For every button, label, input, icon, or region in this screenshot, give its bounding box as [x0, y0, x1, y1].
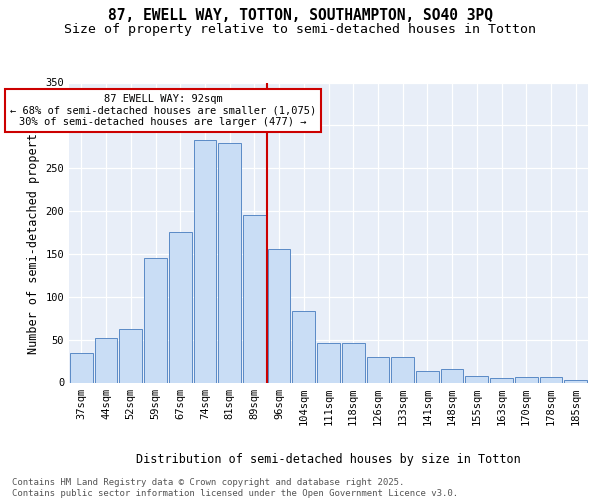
- Bar: [391, 357, 414, 382]
- Text: Size of property relative to semi-detached houses in Totton: Size of property relative to semi-detach…: [64, 22, 536, 36]
- Bar: [169, 232, 191, 382]
- Text: 87 EWELL WAY: 92sqm
← 68% of semi-detached houses are smaller (1,075)
30% of sem: 87 EWELL WAY: 92sqm ← 68% of semi-detach…: [10, 94, 316, 127]
- Bar: [539, 378, 562, 382]
- Bar: [119, 330, 142, 382]
- Bar: [441, 369, 463, 382]
- Bar: [564, 380, 587, 382]
- Text: Distribution of semi-detached houses by size in Totton: Distribution of semi-detached houses by …: [136, 452, 521, 466]
- Bar: [342, 343, 365, 382]
- Text: 87, EWELL WAY, TOTTON, SOUTHAMPTON, SO40 3PQ: 87, EWELL WAY, TOTTON, SOUTHAMPTON, SO40…: [107, 8, 493, 22]
- Text: Contains HM Land Registry data © Crown copyright and database right 2025.
Contai: Contains HM Land Registry data © Crown c…: [12, 478, 458, 498]
- Bar: [466, 376, 488, 382]
- Bar: [95, 338, 118, 382]
- Bar: [292, 310, 315, 382]
- Bar: [515, 378, 538, 382]
- Bar: [317, 343, 340, 382]
- Bar: [218, 142, 241, 382]
- Bar: [70, 352, 93, 382]
- Bar: [490, 378, 513, 382]
- Y-axis label: Number of semi-detached properties: Number of semi-detached properties: [27, 112, 40, 354]
- Bar: [416, 372, 439, 382]
- Bar: [194, 140, 216, 382]
- Bar: [367, 357, 389, 382]
- Bar: [144, 258, 167, 382]
- Bar: [243, 214, 266, 382]
- Bar: [268, 249, 290, 382]
